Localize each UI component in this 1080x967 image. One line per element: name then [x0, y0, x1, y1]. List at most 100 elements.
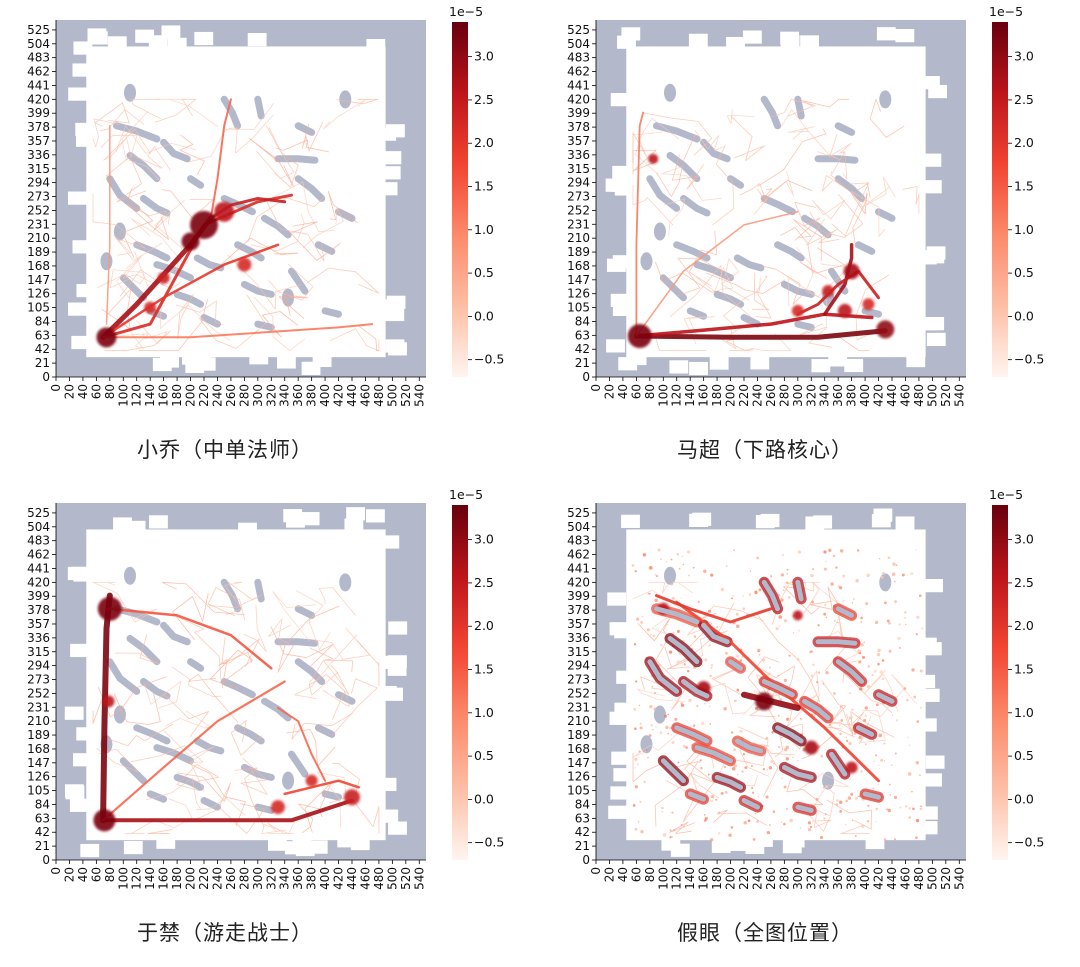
y-tick-label: 399 — [567, 106, 590, 120]
y-tick-label: 126 — [567, 770, 590, 784]
map-obstacles — [640, 83, 896, 331]
x-tick-label: 440 — [345, 384, 359, 407]
colorbar-gradient — [992, 22, 1008, 377]
x-tick-label: 120 — [670, 867, 684, 890]
colorbar-tick-label: 2.0 — [474, 135, 494, 150]
x-axis: 0 20 40 60 80 100 120 140 160 180 200 220 240 260 280 3… — [49, 859, 426, 890]
y-tick-label: 147 — [567, 273, 590, 287]
x-tick-label: 60 — [89, 867, 103, 882]
x-tick-label: 200 — [724, 867, 738, 890]
x-tick-label: 340 — [278, 384, 292, 407]
y-tick-label: 378 — [27, 603, 50, 617]
y-tick-label: 315 — [27, 645, 50, 659]
x-axis: 0 20 40 60 80 100 120 140 160 180 200 220 240 260 280 3… — [49, 376, 426, 407]
y-tick-label: 336 — [567, 631, 590, 645]
x-tick-label: 160 — [157, 384, 171, 407]
x-tick-label: 260 — [224, 867, 238, 890]
colorbar: 3.0 2.5 2.0 1.5 1.0 0.5 0.0 −0.5 1e−5 — [989, 4, 1044, 377]
heatmap-chart: 0214263841051261471681892102312522732943… — [567, 487, 1044, 890]
x-tick-label: 320 — [804, 867, 818, 890]
x-tick-label: 480 — [912, 867, 926, 890]
colorbar-multiplier: 1e−5 — [449, 4, 483, 19]
y-tick-label: 252 — [567, 203, 590, 217]
x-tick-label: 500 — [385, 867, 399, 890]
colorbar-tick-label: 0.0 — [474, 791, 494, 806]
y-tick-label: 0 — [42, 853, 50, 867]
y-tick-label: 483 — [27, 534, 50, 548]
colorbar-tick-label: 2.0 — [1014, 618, 1034, 633]
x-tick-label: 240 — [210, 384, 224, 407]
colorbar-tick-label: 0.5 — [1014, 748, 1034, 763]
chart-caption: 假眼（全图位置） — [677, 921, 853, 945]
y-tick-label: 168 — [567, 742, 590, 756]
x-tick-label: 80 — [103, 867, 117, 882]
x-tick-label: 520 — [399, 384, 413, 407]
y-tick-label: 231 — [27, 700, 50, 714]
y-tick-label: 441 — [567, 78, 590, 92]
y-tick-label: 105 — [27, 784, 50, 798]
y-axis: 0214263841051261471681892102312522732943… — [567, 20, 597, 384]
y-tick-label: 420 — [27, 575, 50, 589]
y-axis: 0214263841051261471681892102312522732943… — [27, 20, 57, 384]
y-tick-label: 441 — [27, 561, 50, 575]
colorbar-gradient — [452, 22, 468, 377]
x-tick-label: 300 — [791, 867, 805, 890]
y-tick-label: 168 — [27, 742, 50, 756]
x-tick-label: 400 — [318, 384, 332, 407]
y-tick-label: 252 — [27, 203, 50, 217]
x-tick-label: 200 — [724, 384, 738, 407]
y-tick-label: 294 — [567, 659, 590, 673]
x-tick-label: 80 — [643, 867, 657, 882]
y-tick-label: 294 — [567, 176, 590, 190]
y-tick-label: 168 — [27, 259, 50, 273]
x-tick-label: 520 — [399, 867, 413, 890]
heat-density — [627, 98, 920, 351]
heatmap-panel-ward: 0 21 42 63 84 105 126 147 168 189 210 231 252 273 294 3… — [540, 483, 1080, 966]
chart-caption: 小乔（中单法师） — [137, 438, 313, 462]
y-tick-label: 105 — [567, 784, 590, 798]
y-tick-label: 483 — [27, 51, 50, 65]
y-tick-label: 63 — [575, 328, 590, 342]
x-axis: 0 20 40 60 80 100 120 140 160 180 200 220 240 260 280 3… — [589, 859, 966, 890]
x-tick-label: 280 — [237, 867, 251, 890]
y-tick-label: 42 — [35, 825, 50, 839]
y-tick-label: 399 — [567, 589, 590, 603]
x-tick-label: 220 — [737, 867, 751, 890]
x-tick-label: 500 — [385, 384, 399, 407]
colorbar-tick-label: 0.0 — [1014, 308, 1034, 323]
colorbar-tick-label: 1.5 — [1014, 662, 1034, 677]
colorbar-tick-label: 1.5 — [1014, 179, 1034, 194]
colorbar-multiplier: 1e−5 — [989, 4, 1023, 19]
y-axis: 0214263841051261471681892102312522732943… — [567, 503, 597, 867]
y-tick-label: 273 — [27, 190, 50, 204]
y-tick-label: 84 — [575, 314, 590, 328]
y-tick-label: 189 — [27, 728, 50, 742]
y-tick-label: 189 — [567, 245, 590, 259]
x-tick-label: 380 — [845, 384, 859, 407]
y-tick-label: 294 — [27, 659, 50, 673]
colorbar-multiplier: 1e−5 — [449, 487, 483, 502]
x-tick-label: 160 — [697, 384, 711, 407]
y-tick-label: 462 — [27, 65, 50, 79]
y-tick-label: 336 — [27, 148, 50, 162]
y-tick-label: 462 — [567, 65, 590, 79]
x-tick-label: 360 — [291, 384, 305, 407]
colorbar-tick-label: 3.0 — [1014, 532, 1034, 547]
x-tick-label: 540 — [952, 867, 966, 890]
x-tick-label: 480 — [372, 384, 386, 407]
y-tick-label: 147 — [27, 756, 50, 770]
y-tick-label: 147 — [567, 756, 590, 770]
colorbar-tick-label: 2.0 — [474, 618, 494, 633]
y-tick-label: 399 — [27, 589, 50, 603]
x-tick-label: 420 — [332, 384, 346, 407]
y-tick-label: 378 — [27, 120, 50, 134]
colorbar-tick-label: 1.5 — [474, 179, 494, 194]
x-tick-label: 100 — [656, 384, 670, 407]
y-axis: 0214263841051261471681892102312522732943… — [27, 503, 57, 867]
y-tick-label: 525 — [567, 23, 590, 37]
x-tick-label: 260 — [764, 384, 778, 407]
colorbar-tick-label: 2.0 — [1014, 135, 1034, 150]
x-tick-label: 260 — [764, 867, 778, 890]
x-tick-label: 80 — [643, 384, 657, 399]
x-tick-label: 80 — [103, 384, 117, 399]
